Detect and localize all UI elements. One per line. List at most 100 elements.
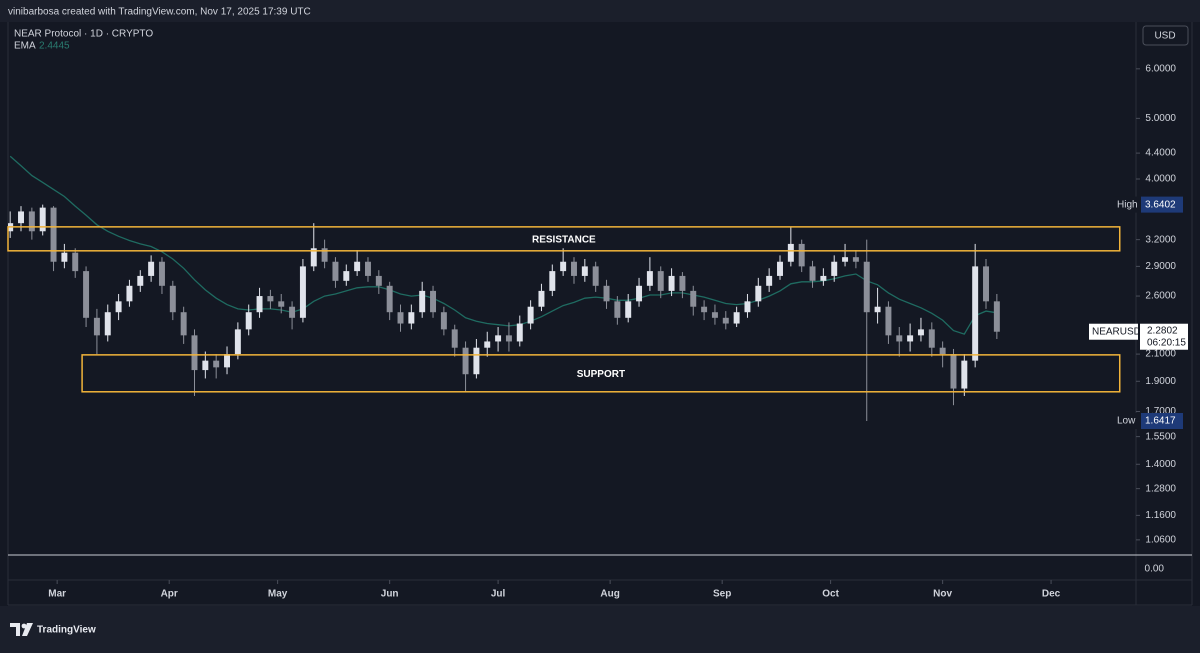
y-tick-label: 2.1000 <box>1145 349 1176 360</box>
candle-body <box>983 266 989 301</box>
candle-body <box>961 361 967 389</box>
x-tick-label: Apr <box>161 589 178 600</box>
candle-body <box>365 262 371 276</box>
candle-body <box>571 262 577 276</box>
y-tick-label: 6.0000 <box>1145 63 1176 74</box>
y-tick-label: 1.9000 <box>1145 376 1176 387</box>
candle-body <box>885 307 891 336</box>
candle-body <box>83 271 89 318</box>
candle-body <box>398 312 404 323</box>
candle-body <box>810 266 816 280</box>
candle-body <box>267 296 273 301</box>
price-label-name: High <box>1117 199 1138 210</box>
candle-body <box>907 335 913 341</box>
candle-body <box>940 348 946 354</box>
x-tick-label: May <box>268 589 288 600</box>
y-tick-label: 3.2000 <box>1145 234 1176 245</box>
candle-body <box>224 354 230 367</box>
candle-body <box>506 335 512 341</box>
brand: TradingView <box>37 625 96 636</box>
candle-body <box>213 361 219 368</box>
attribution: vinibarbosa created with TradingView.com… <box>8 7 311 18</box>
candle-body <box>658 271 664 291</box>
candle-body <box>625 301 631 317</box>
candle-body <box>452 329 458 347</box>
zone-label: RESISTANCE <box>532 234 596 245</box>
y-tick-label: 1.1600 <box>1145 510 1176 521</box>
candle-body <box>744 301 750 312</box>
y-tick-label: 1.4000 <box>1145 459 1176 470</box>
zone-label: SUPPORT <box>577 369 625 380</box>
currency[interactable]: USD <box>1154 31 1175 42</box>
candle-body <box>679 276 685 291</box>
last-price-name: NEARUSD <box>1092 326 1141 337</box>
candle-body <box>528 307 534 324</box>
candle-body <box>972 266 978 360</box>
candle-body <box>18 211 24 223</box>
candle-body <box>517 324 523 342</box>
countdown: 06:20:15 <box>1147 337 1186 348</box>
price-label: 3.6402 <box>1145 199 1176 210</box>
candle-body <box>246 312 252 329</box>
candle-body <box>994 301 1000 331</box>
candle-body <box>181 312 187 335</box>
x-tick-label: Oct <box>822 589 839 600</box>
candle-body <box>538 291 544 307</box>
candle-body <box>376 276 382 286</box>
y-tick-label: 1.2800 <box>1145 483 1176 494</box>
candle-body <box>593 266 599 285</box>
candle-body <box>29 211 35 231</box>
candle-body <box>343 271 349 281</box>
y-tick-label: 1.0600 <box>1145 535 1176 546</box>
y-tick-label: 2.6000 <box>1145 291 1176 302</box>
x-tick-label: Dec <box>1042 589 1061 600</box>
candle-body <box>842 257 848 262</box>
ema-legend-value: 2.4445 <box>39 41 70 52</box>
x-tick-label: Sep <box>713 589 731 600</box>
candle-body <box>875 307 881 312</box>
candle-body <box>148 262 154 276</box>
candle-body <box>300 266 306 317</box>
candle-body <box>235 329 241 354</box>
candle-body <box>853 257 859 262</box>
candle-body <box>701 307 707 312</box>
price-label: 1.6417 <box>1145 416 1176 427</box>
candle-body <box>51 208 57 262</box>
candle-body <box>690 291 696 307</box>
candle-body <box>929 329 935 347</box>
candle-body <box>40 208 46 232</box>
candle-body <box>788 244 794 262</box>
candle-body <box>126 286 132 302</box>
candle-body <box>614 301 620 317</box>
candle-body <box>777 262 783 276</box>
candle-body <box>278 301 284 306</box>
candle-body <box>289 307 295 318</box>
candle-body <box>766 276 772 286</box>
candle-body <box>723 318 729 324</box>
candle-body <box>604 286 610 302</box>
y-tick-label: 1.5500 <box>1145 431 1176 442</box>
candle-body <box>159 262 165 286</box>
candle-body <box>734 312 740 323</box>
candle-body <box>408 312 414 323</box>
candle-body <box>72 253 78 271</box>
candle-body <box>170 286 176 312</box>
price-label-name: Low <box>1117 416 1136 427</box>
candle-body <box>94 318 100 336</box>
candle-body <box>799 244 805 266</box>
candle-body <box>712 312 718 318</box>
last-price: 2.2802 <box>1147 325 1178 336</box>
candle-body <box>560 262 566 271</box>
ema-legend-name: EMA <box>14 41 36 52</box>
candle-body <box>116 301 122 312</box>
lower-pane-tick-label: 0.00 <box>1145 564 1165 575</box>
x-tick-label: Aug <box>600 589 619 600</box>
candle-body <box>950 354 956 388</box>
candle-body <box>820 276 826 281</box>
candle-body <box>582 266 588 276</box>
candle-body <box>387 286 393 312</box>
candle-body <box>419 291 425 312</box>
y-tick-label: 5.0000 <box>1145 113 1176 124</box>
footer-bar <box>0 606 1200 653</box>
